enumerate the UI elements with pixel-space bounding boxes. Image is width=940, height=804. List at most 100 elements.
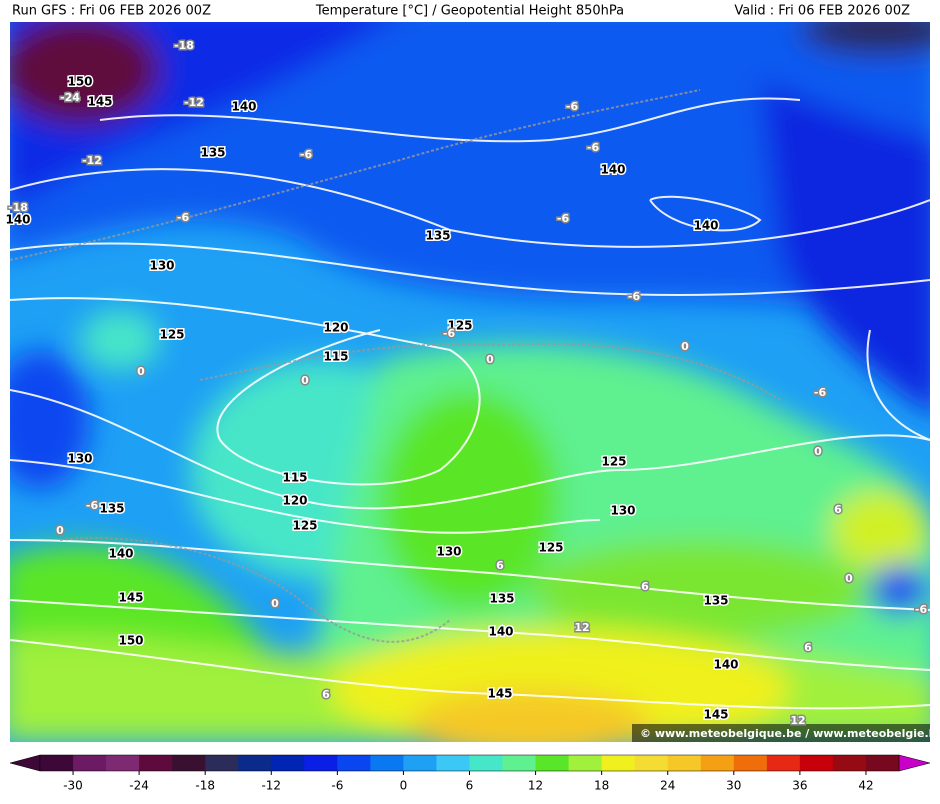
height-label: 145 [87, 95, 112, 109]
colorbar-segment [106, 755, 140, 771]
colorbar-tick-label: 42 [858, 779, 873, 793]
temperature-label: 6 [804, 641, 812, 654]
colorbar-segment [700, 755, 735, 771]
temperature-label: -6 [177, 211, 190, 224]
temperature-label: 6 [322, 688, 330, 701]
temperature-label: 12 [790, 714, 805, 727]
colorbar-segment [634, 755, 669, 771]
height-label: 140 [713, 658, 738, 672]
height-label: 135 [703, 594, 728, 608]
temperature-label: 6 [834, 503, 842, 516]
temperature-label: 6 [641, 580, 649, 593]
temperature-label: -18 [174, 39, 194, 52]
height-label: 145 [703, 708, 728, 722]
colorbar-low [9, 754, 41, 772]
height-label: 130 [610, 504, 635, 518]
height-label: 130 [149, 259, 174, 273]
colorbar-tick-label: -12 [261, 779, 281, 793]
height-label: 120 [323, 321, 348, 335]
colorbar-segment [865, 755, 900, 771]
temperature-label: -6 [814, 386, 827, 399]
temperature-label: -6 [300, 148, 313, 161]
height-label: 125 [538, 541, 563, 555]
run-label: Run GFS : Fri 06 FEB 2026 00Z [12, 4, 211, 19]
temperature-label: 6 [496, 559, 504, 572]
height-label: 135 [489, 592, 514, 606]
colorbar-segment [469, 755, 504, 771]
height-label: 135 [99, 502, 124, 516]
height-label: 145 [487, 687, 512, 701]
valid-label: Valid : Fri 06 FEB 2026 00Z [734, 4, 910, 19]
colorbar-tick-label: 36 [792, 779, 807, 793]
temperature-label: 0 [271, 597, 279, 610]
height-label: 120 [282, 494, 307, 508]
colorbar-segment [139, 755, 173, 771]
colorbar-tick-label: 18 [594, 779, 609, 793]
temperature-label: -6 [557, 212, 570, 225]
colorbar-segment [370, 755, 404, 771]
temperature-label: -18 [8, 201, 28, 214]
colorbar-tick-label: -18 [195, 779, 215, 793]
colorbar-tick-label: 6 [466, 779, 474, 793]
height-label: 140 [600, 163, 625, 177]
height-label: 145 [118, 591, 143, 605]
height-label: 115 [282, 471, 307, 485]
height-label: 140 [693, 219, 718, 233]
height-label: 115 [323, 350, 348, 364]
height-label: 135 [425, 229, 450, 243]
watermark: © www.meteobelgique.be / www.meteobelgie… [640, 727, 940, 740]
temperature-label: -6 [628, 290, 641, 303]
temperature-label: 0 [486, 353, 494, 366]
temperature-label: -6 [443, 327, 456, 340]
colorbar-tick-label: 30 [726, 779, 741, 793]
colorbar-segment [799, 755, 834, 771]
height-label: 125 [447, 319, 472, 333]
temperature-label: -6 [587, 141, 600, 154]
colorbar-segment [337, 755, 371, 771]
colorbar-segment [271, 755, 305, 771]
colorbar-segment [502, 755, 537, 771]
colorbar-segment [40, 755, 74, 771]
temperature-label: 0 [814, 445, 822, 458]
height-label: 140 [5, 213, 30, 227]
colorbar-tick-label: -30 [63, 779, 83, 793]
colorbar: -30 -24 -18 -12 -6 0 6 12 18 24 30 36 42 [9, 754, 931, 793]
height-label: 125 [601, 455, 626, 469]
height-label: 140 [231, 100, 256, 114]
temperature-label: -12 [82, 154, 102, 167]
map: © www.meteobelgique.be / www.meteobelgie… [10, 22, 940, 742]
colorbar-tick-label: 24 [660, 779, 675, 793]
height-label: 125 [159, 328, 184, 342]
temperature-label: 0 [137, 365, 145, 378]
temperature-label: -6 [915, 603, 928, 616]
colorbar-segment [403, 755, 437, 771]
colorbar-tick-label: 12 [528, 779, 543, 793]
colorbar-segment [733, 755, 768, 771]
height-label: 130 [436, 545, 461, 559]
colorbar-segment [766, 755, 801, 771]
height-label: 135 [200, 146, 225, 160]
colorbar-tick-label: 0 [400, 779, 408, 793]
temperature-label: 0 [845, 572, 853, 585]
temperature-label: 12 [574, 621, 589, 634]
colorbar-high [898, 754, 931, 772]
colorbar-segment [601, 755, 636, 771]
colorbar-segment [172, 755, 206, 771]
map-title: Temperature [°C] / Geopotential Height 8… [315, 4, 624, 19]
temperature-label: -24 [60, 91, 80, 104]
colorbar-segment [535, 755, 570, 771]
height-label: 150 [118, 634, 143, 648]
colorbar-segment [73, 755, 107, 771]
colorbar-segment [667, 755, 702, 771]
colorbar-segment [238, 755, 272, 771]
height-label: 140 [108, 547, 133, 561]
colorbar-segment [568, 755, 603, 771]
temperature-label: -6 [566, 100, 579, 113]
height-label: 125 [292, 519, 317, 533]
colorbar-segment [436, 755, 470, 771]
colorbar-segment [832, 755, 867, 771]
colorbar-tick-label: -6 [331, 779, 343, 793]
colorbar-tick-label: -24 [129, 779, 149, 793]
